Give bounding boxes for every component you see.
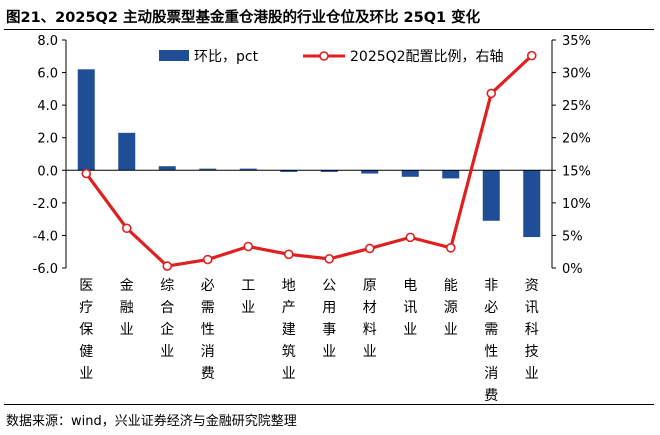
line-point-11 [486, 88, 497, 99]
bar-7 [320, 170, 338, 172]
left-axis-tick-label: 0.0 [37, 164, 58, 179]
right-axis-tick-label: 5% [562, 229, 583, 244]
bar-6 [280, 170, 298, 172]
category-label: 工业 [241, 278, 255, 316]
right-axis-tick-label: 35% [562, 34, 591, 49]
bar-11 [482, 170, 500, 221]
bar-5 [239, 168, 257, 171]
line-point-7 [324, 254, 335, 264]
category-label: 综合企业 [160, 278, 174, 360]
legend-line-label: 2025Q2配置比例，右轴 [350, 49, 504, 65]
right-axis-tick-label: 30% [562, 67, 591, 82]
line-point-6 [283, 249, 294, 260]
line-point-5 [243, 241, 254, 252]
left-axis-tick-label: -6.0 [33, 262, 58, 277]
bar-8 [361, 170, 379, 174]
bar-2 [118, 132, 136, 171]
line-point-3 [162, 261, 173, 271]
category-label: 非必需性消费 [484, 278, 498, 402]
bar-12 [523, 170, 541, 238]
left-axis-tick-label: 2.0 [37, 132, 58, 147]
category-label: 医疗保健业 [79, 278, 93, 382]
legend-line-marker [319, 51, 329, 61]
category-label: 原材料业 [363, 278, 377, 360]
chart-area: -6.0 -4.0 -2.0 0.0 2.0 4.0 6.0 8.0 0% 5% 10% 15% 20%… [33, 34, 591, 402]
category-label: 电讯业 [403, 278, 417, 338]
category-label: 金融业 [120, 278, 134, 338]
right-axis-tick-label: 15% [562, 164, 591, 179]
title-divider [4, 29, 654, 30]
source-divider [4, 404, 654, 405]
bar-4 [199, 168, 217, 171]
left-axis-tick-label: -4.0 [33, 229, 58, 244]
legend-bar-swatch [159, 50, 189, 61]
allocation-line [84, 54, 533, 268]
category-label: 公用事业 [322, 278, 336, 360]
left-axis-tick-label: 8.0 [37, 34, 58, 49]
line-point-8 [364, 243, 375, 254]
bar-3 [158, 166, 176, 171]
category-label: 地产建筑业 [282, 278, 296, 382]
line-point-12 [526, 50, 537, 61]
left-axis-tick-label: -2.0 [33, 197, 58, 212]
category-label: 资讯科技业 [525, 278, 539, 382]
line-point-4 [202, 254, 213, 265]
right-axis-tick-label: 10% [562, 197, 591, 212]
line-point-9 [405, 232, 416, 243]
line-point-1 [81, 168, 92, 179]
category-label: 必需性消费 [201, 278, 215, 382]
right-axis-tick-label: 0% [562, 262, 583, 277]
right-axis-tick-label: 25% [562, 99, 591, 114]
source-note: 数据来源：wind，兴业证券经济与金融研究院整理 [6, 414, 297, 429]
line-point-10 [445, 243, 456, 253]
left-axis-tick-label: 6.0 [37, 67, 58, 82]
line-point-2 [121, 223, 132, 234]
bar-10 [442, 170, 460, 179]
bar-9 [401, 170, 419, 177]
legend-bar-label: 环比，pct [194, 49, 259, 65]
left-axis-tick-label: 4.0 [37, 99, 58, 114]
right-axis-tick-label: 20% [562, 132, 591, 147]
bar-1 [77, 69, 95, 171]
category-label: 能源业 [444, 278, 458, 338]
chart-title: 图21、2025Q2 主动股票型基金重仓港股的行业仓位及环比 25Q1 变化 [6, 10, 481, 26]
